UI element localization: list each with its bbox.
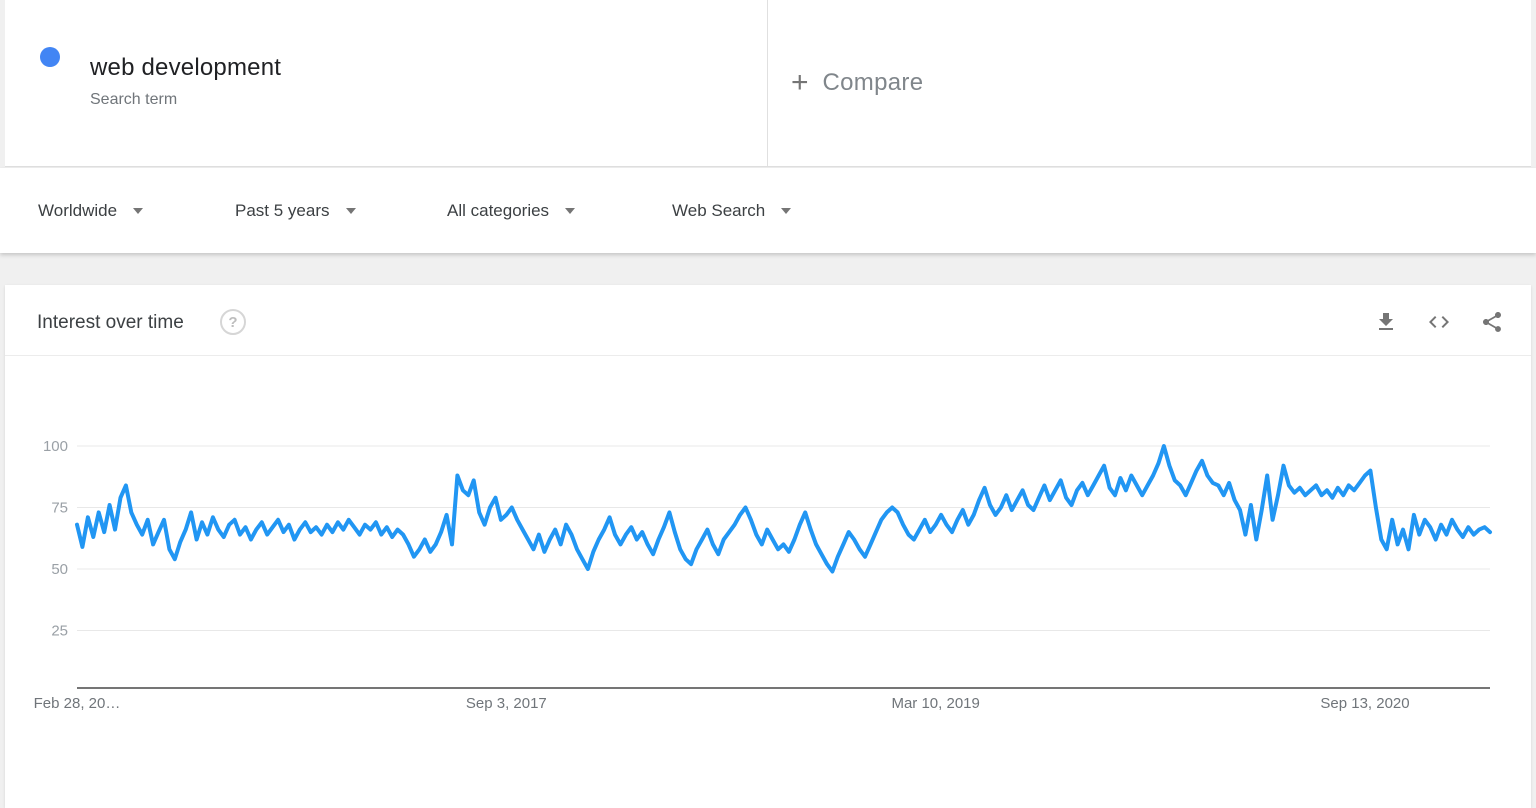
help-icon[interactable]: ? xyxy=(220,309,246,335)
search-term-title: web development xyxy=(90,54,282,81)
chart-title: Interest over time xyxy=(37,312,184,333)
filter-time-label: Past 5 years xyxy=(235,200,330,220)
search-term-card[interactable]: web development Search term xyxy=(5,0,768,166)
filter-geo-dropdown[interactable]: Worldwide xyxy=(38,168,144,253)
embed-icon[interactable] xyxy=(1427,310,1451,334)
chevron-down-icon xyxy=(133,207,144,214)
filter-time-dropdown[interactable]: Past 5 years xyxy=(235,168,356,253)
plus-icon: + xyxy=(791,66,809,99)
x-tick-label: Mar 10, 2019 xyxy=(891,695,979,712)
chevron-down-icon xyxy=(565,207,576,214)
chart-actions xyxy=(1374,310,1504,334)
trend-line-chart[interactable]: 25 50 75 100 Feb 28, 20… Sep 3, 2017 Mar 10, 2… xyxy=(5,356,1531,808)
search-terms-bar: web development Search term + Compare xyxy=(5,0,1531,167)
filter-bar: Worldwide Past 5 years All categories We… xyxy=(0,168,1536,253)
filter-category-dropdown[interactable]: All categories xyxy=(447,168,576,253)
series-color-dot xyxy=(40,47,60,67)
compare-label: Compare xyxy=(822,69,924,96)
filter-search-type-dropdown[interactable]: Web Search xyxy=(672,168,792,253)
filter-category-label: All categories xyxy=(447,200,550,220)
x-tick-label: Sep 13, 2020 xyxy=(1320,695,1409,712)
trend-line[interactable] xyxy=(75,444,1492,574)
y-tick-label: 50 xyxy=(51,561,68,578)
compare-add-button[interactable]: + Compare xyxy=(768,0,1531,166)
filter-search-type-label: Web Search xyxy=(672,200,766,220)
chart-card-header: Interest over time ? xyxy=(5,285,1531,356)
x-tick-label: Feb 28, 20… xyxy=(34,695,121,712)
x-tick-label: Sep 3, 2017 xyxy=(466,695,547,712)
filter-geo-label: Worldwide xyxy=(38,200,118,220)
search-term-type-label: Search term xyxy=(90,91,178,108)
chevron-down-icon xyxy=(345,207,356,214)
interest-over-time-card: Interest over time ? 25 50 75 100 Feb 28, 20… xyxy=(5,285,1531,808)
download-icon[interactable] xyxy=(1374,310,1398,334)
y-tick-label: 25 xyxy=(51,623,68,640)
y-tick-label: 75 xyxy=(51,500,68,517)
chevron-down-icon xyxy=(781,207,792,214)
y-tick-label: 100 xyxy=(43,438,68,455)
share-icon[interactable] xyxy=(1480,310,1504,334)
